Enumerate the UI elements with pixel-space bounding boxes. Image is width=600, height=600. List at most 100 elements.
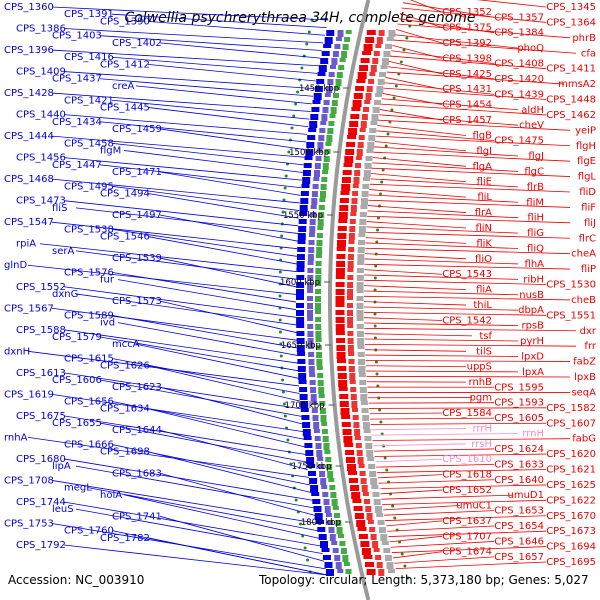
- gene-label: aldH: [521, 105, 544, 116]
- leader-line: [386, 520, 443, 527]
- gene-label: CPS_1610: [442, 454, 492, 465]
- gene-feature: [348, 471, 357, 475]
- leader-line: [384, 82, 495, 95]
- gene-feature: [297, 366, 306, 372]
- gene-feature: [361, 114, 368, 120]
- gene-label: fliN: [475, 223, 492, 234]
- leader-line: [393, 551, 443, 559]
- gene-label: CPS_1462: [546, 110, 596, 121]
- leader-line: [51, 393, 304, 433]
- gene-feature: [327, 128, 334, 134]
- gene-feature: [356, 268, 364, 273]
- gc-dot: [375, 372, 379, 376]
- leader-line: [39, 243, 297, 272]
- gene-feature: [321, 177, 328, 182]
- gene-label: CPS_1538: [64, 224, 114, 235]
- gene-label: flgB: [472, 130, 492, 141]
- gene-feature: [320, 58, 329, 64]
- gene-label: flgI: [476, 146, 492, 157]
- gene-feature: [315, 254, 322, 258]
- gene-feature: [296, 289, 304, 296]
- leader-line: [384, 510, 495, 516]
- gene-feature: [347, 317, 354, 324]
- gene-feature: [324, 149, 331, 154]
- leader-line: [373, 448, 495, 452]
- gene-feature: [315, 275, 322, 282]
- gene-feature: [376, 37, 383, 44]
- gc-dot: [284, 174, 288, 178]
- gene-feature: [335, 303, 345, 307]
- gc-dot: [392, 96, 396, 100]
- gene-feature: [326, 30, 335, 36]
- gene-feature: [299, 205, 308, 212]
- leader-line: [63, 544, 328, 576]
- gene-feature: [315, 289, 322, 294]
- gene-feature: [309, 380, 316, 385]
- gene-label: flgE: [577, 156, 596, 167]
- gene-feature: [331, 58, 338, 65]
- gene-feature: [317, 457, 324, 461]
- gene-feature: [315, 443, 322, 449]
- gene-feature: [337, 226, 347, 231]
- gene-feature: [359, 387, 367, 393]
- gc-dot: [300, 66, 304, 70]
- gene-feature: [314, 163, 321, 169]
- leader-line: [87, 487, 318, 532]
- gene-feature: [310, 485, 319, 492]
- gene-label: CPS_1615: [64, 353, 114, 364]
- leader-line: [123, 494, 320, 539]
- gc-dot: [399, 60, 403, 64]
- gene-feature: [315, 268, 322, 274]
- gene-feature: [328, 72, 335, 77]
- gene-label: cheB: [571, 295, 596, 306]
- gene-feature: [312, 415, 319, 421]
- gene-label: CPS_1760: [64, 526, 114, 537]
- leader-line: [159, 386, 303, 425]
- gene-feature: [320, 184, 327, 190]
- leader-line: [389, 55, 547, 70]
- gene-feature: [308, 247, 315, 253]
- gene-label: CPS_1416: [64, 52, 114, 63]
- gc-dot: [282, 198, 286, 202]
- gene-feature: [357, 142, 364, 148]
- leader-line: [367, 205, 467, 213]
- gene-feature: [298, 373, 307, 380]
- gc-dot: [391, 504, 395, 508]
- gene-label: CPS_1698: [100, 447, 150, 458]
- gene-label: CPS_1447: [52, 160, 102, 171]
- gene-feature: [315, 317, 322, 322]
- gene-feature: [338, 65, 345, 70]
- gene-label: CPS_1386: [16, 24, 66, 35]
- gc-dot: [373, 276, 377, 280]
- leader-line: [111, 185, 300, 211]
- topology-label: Topology: circular; Length: 5,373,180 bp…: [259, 573, 589, 587]
- gc-dot: [283, 414, 287, 418]
- leader-line: [364, 274, 519, 280]
- gene-feature: [302, 429, 311, 436]
- map-title: Colwellia psychrerythraea 34H, complete …: [124, 10, 476, 26]
- leader-line: [51, 92, 311, 112]
- gene-feature: [385, 44, 393, 49]
- gene-feature: [378, 30, 385, 36]
- gene-label: CPS_1708: [4, 475, 54, 486]
- gene-label: seqA: [571, 387, 596, 398]
- gene-label: flgA: [473, 161, 493, 172]
- leader-line: [365, 247, 571, 255]
- gene-feature: [300, 401, 309, 408]
- gene-label: CPS_1619: [4, 389, 54, 400]
- leader-line: [372, 157, 467, 167]
- gene-feature: [358, 226, 366, 233]
- gene-feature: [358, 373, 366, 377]
- gene-label: CPS_1408: [494, 59, 544, 70]
- gene-label: CPS_1680: [16, 454, 66, 465]
- gene-feature: [324, 37, 333, 44]
- gene-feature: [321, 51, 330, 56]
- gene-feature: [307, 135, 316, 140]
- gene-feature: [362, 492, 369, 496]
- gene-feature: [348, 233, 355, 240]
- gene-feature: [334, 86, 341, 90]
- leader-line: [363, 301, 467, 306]
- gene-label: CPS_1753: [4, 518, 54, 529]
- gene-feature: [326, 86, 333, 93]
- leader-line: [364, 311, 547, 316]
